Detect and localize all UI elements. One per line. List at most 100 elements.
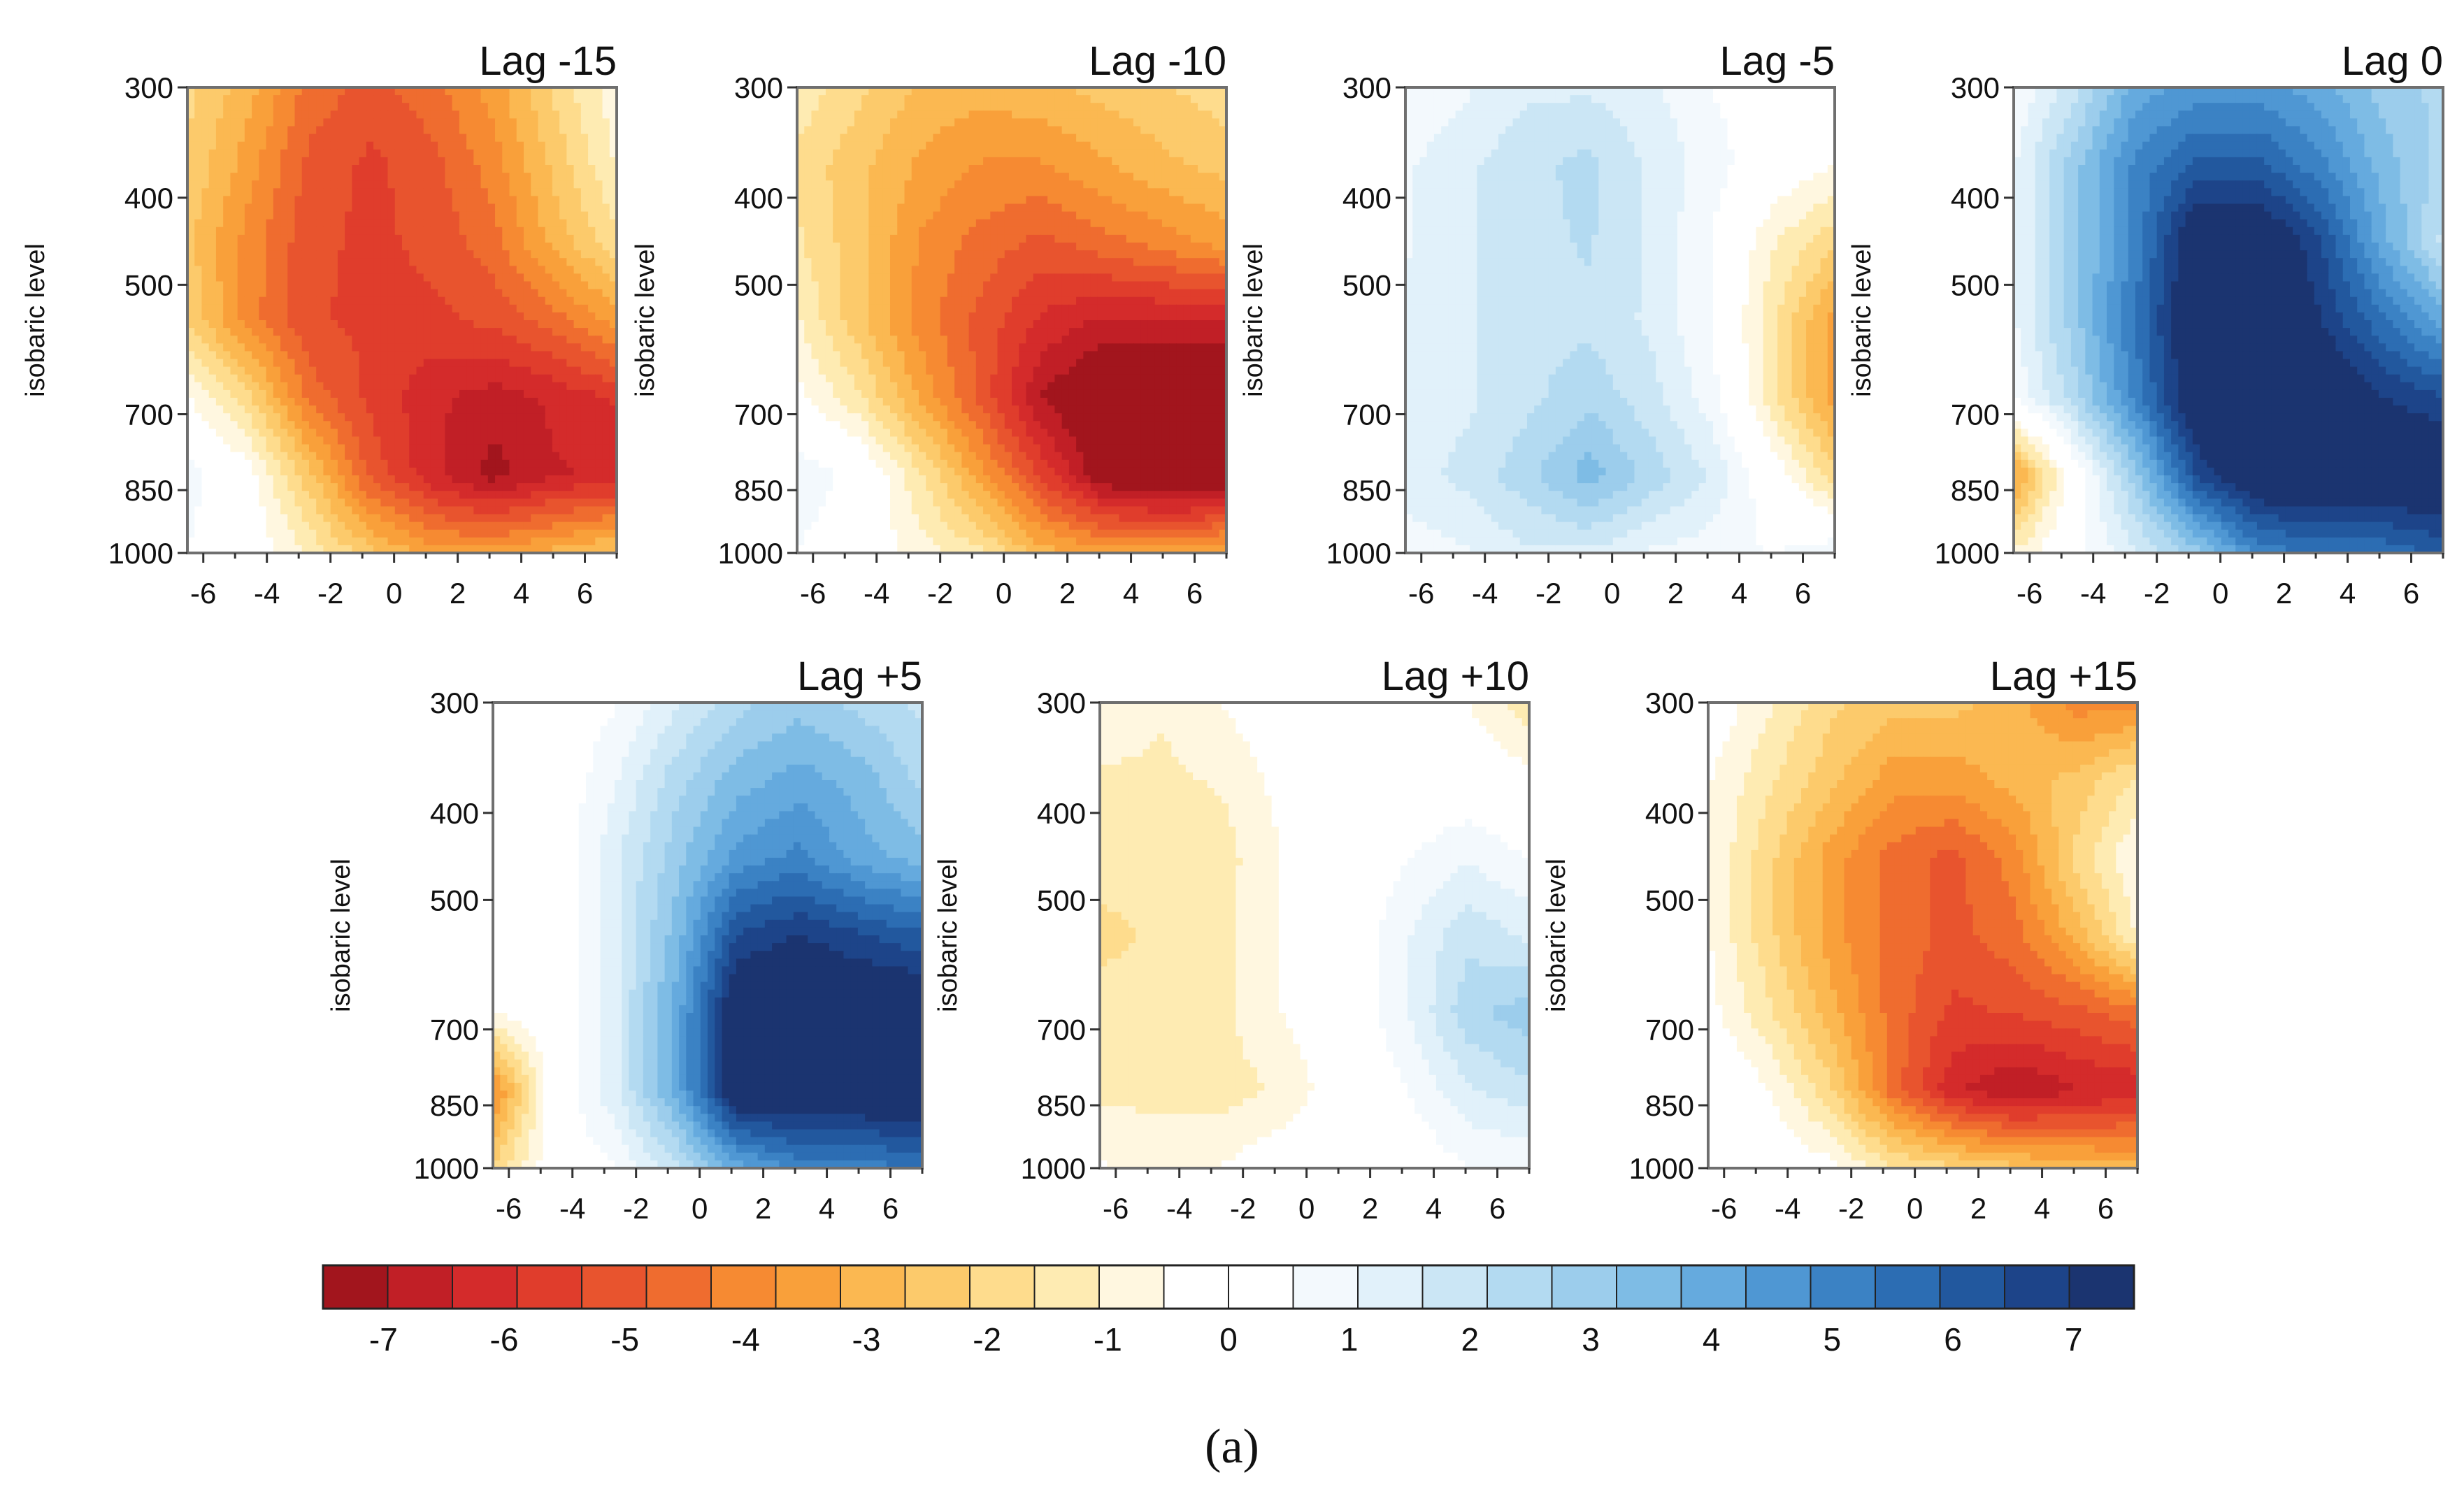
contour-cell xyxy=(366,282,374,290)
contour-cell xyxy=(502,266,510,274)
contour-cell xyxy=(559,258,567,266)
contour-cell xyxy=(366,150,374,158)
contour-cell xyxy=(466,173,474,181)
contour-cell xyxy=(266,127,274,135)
contour-cell xyxy=(538,157,545,166)
contour-cell xyxy=(466,180,474,189)
contour-cell xyxy=(287,212,295,220)
contour-cell xyxy=(380,127,388,135)
contour-cell xyxy=(331,157,338,166)
contour-cell xyxy=(531,180,538,189)
contour-cell xyxy=(445,227,452,236)
contour-cell xyxy=(574,118,582,127)
contour-cell xyxy=(373,103,381,111)
contour-cell xyxy=(194,180,202,189)
contour-cell xyxy=(266,305,274,313)
contour-cell xyxy=(566,173,574,181)
contour-cell xyxy=(424,289,431,298)
contour-cell xyxy=(266,196,274,204)
contour-cell xyxy=(409,134,417,143)
contour-cell xyxy=(510,142,517,150)
contour-cell xyxy=(395,150,403,158)
contour-cell xyxy=(280,127,288,135)
contour-cell xyxy=(603,282,610,290)
contour-cell xyxy=(309,95,317,103)
contour-cell xyxy=(331,297,338,305)
contour-cell xyxy=(359,103,367,111)
contour-cell xyxy=(603,127,610,135)
contour-cell xyxy=(295,196,303,204)
contour-cell xyxy=(230,243,238,251)
contour-cell xyxy=(438,118,445,127)
contour-cell xyxy=(552,243,560,251)
contour-cell xyxy=(223,142,231,150)
contour-cell xyxy=(280,188,288,196)
contour-cell xyxy=(309,312,317,321)
contour-cell xyxy=(395,312,403,321)
contour-cell xyxy=(259,173,266,181)
contour-cell xyxy=(345,250,352,259)
contour-cell xyxy=(473,150,481,158)
contour-cell xyxy=(323,289,331,298)
contour-cell xyxy=(431,204,438,213)
contour-cell xyxy=(524,297,531,305)
contour-cell xyxy=(581,180,589,189)
contour-cell xyxy=(438,282,445,290)
contour-cell xyxy=(581,289,589,298)
contour-cell xyxy=(552,103,560,111)
contour-cell xyxy=(538,297,545,305)
contour-cell xyxy=(201,180,209,189)
contour-cell xyxy=(316,250,324,259)
contour-cell xyxy=(595,142,603,150)
contour-cell xyxy=(424,188,431,196)
contour-cell xyxy=(273,250,281,259)
contour-cell xyxy=(352,157,359,166)
contour-cell xyxy=(316,235,324,243)
contour-cell xyxy=(581,127,589,135)
contour-cell xyxy=(259,196,266,204)
contour-cell xyxy=(302,103,310,111)
contour-cell xyxy=(201,266,209,274)
contour-cell xyxy=(395,157,403,166)
contour-cell xyxy=(445,204,452,213)
contour-cell xyxy=(223,273,231,282)
contour-cell xyxy=(510,180,517,189)
contour-cell xyxy=(266,103,274,111)
contour-cell xyxy=(316,282,324,290)
contour-cell xyxy=(309,250,317,259)
contour-cell xyxy=(259,220,266,228)
contour-cell xyxy=(445,289,452,298)
contour-cell xyxy=(273,258,281,266)
contour-cell xyxy=(588,110,596,119)
contour-cell xyxy=(338,312,345,321)
contour-cell xyxy=(524,173,531,181)
contour-cell xyxy=(338,142,345,150)
contour-cell xyxy=(380,150,388,158)
contour-cell xyxy=(287,103,295,111)
contour-cell xyxy=(452,204,460,213)
contour-cell xyxy=(510,196,517,204)
contour-cell xyxy=(416,95,424,103)
contour-cell xyxy=(259,165,266,173)
contour-cell xyxy=(473,266,481,274)
contour-cell xyxy=(524,243,531,251)
contour-cell xyxy=(481,157,489,166)
contour-cell xyxy=(359,235,367,243)
contour-cell xyxy=(402,273,410,282)
contour-cell xyxy=(230,212,238,220)
contour-cell xyxy=(252,196,259,204)
contour-cell xyxy=(445,258,452,266)
contour-cell xyxy=(245,266,252,274)
contour-cell xyxy=(524,118,531,127)
contour-cell xyxy=(588,305,596,313)
contour-cell xyxy=(280,165,288,173)
contour-cell xyxy=(459,157,467,166)
contour-cell xyxy=(545,134,553,143)
contour-cell xyxy=(194,118,202,127)
contour-cell xyxy=(359,188,367,196)
contour-cell xyxy=(559,103,567,111)
contour-cell xyxy=(245,142,252,150)
contour-cell xyxy=(323,165,331,173)
contour-cell xyxy=(280,95,288,103)
contour-cell xyxy=(373,297,381,305)
